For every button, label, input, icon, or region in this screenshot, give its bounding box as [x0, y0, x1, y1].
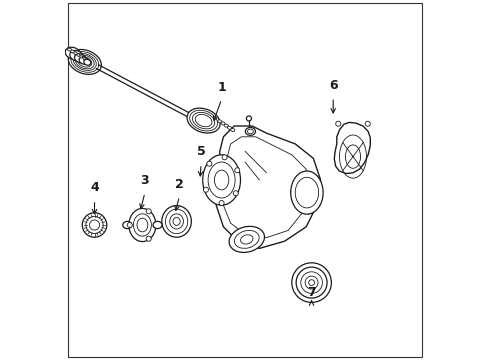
Ellipse shape — [227, 126, 232, 129]
Ellipse shape — [129, 208, 156, 242]
Ellipse shape — [77, 54, 80, 56]
Circle shape — [246, 116, 251, 121]
Ellipse shape — [84, 59, 91, 65]
Circle shape — [235, 168, 240, 173]
Ellipse shape — [70, 50, 83, 61]
Ellipse shape — [291, 171, 323, 214]
Ellipse shape — [153, 221, 162, 229]
Circle shape — [292, 263, 331, 302]
Text: 7: 7 — [307, 286, 316, 299]
Circle shape — [146, 236, 151, 241]
Circle shape — [233, 191, 238, 196]
Circle shape — [127, 222, 132, 228]
Polygon shape — [334, 122, 370, 174]
Text: 2: 2 — [175, 178, 184, 191]
Ellipse shape — [162, 206, 192, 237]
Ellipse shape — [245, 127, 255, 135]
Text: 5: 5 — [196, 145, 205, 158]
Polygon shape — [216, 126, 320, 248]
Circle shape — [82, 213, 107, 237]
Circle shape — [336, 121, 341, 126]
Ellipse shape — [218, 120, 222, 123]
Circle shape — [207, 161, 212, 166]
Text: 4: 4 — [90, 181, 99, 194]
Circle shape — [365, 121, 370, 126]
Ellipse shape — [83, 58, 85, 60]
Ellipse shape — [65, 47, 81, 59]
Ellipse shape — [231, 129, 235, 131]
Circle shape — [146, 209, 151, 214]
Ellipse shape — [229, 226, 265, 252]
Circle shape — [219, 201, 224, 206]
Text: 1: 1 — [217, 81, 226, 94]
Ellipse shape — [221, 122, 225, 125]
Text: 3: 3 — [141, 174, 149, 187]
Ellipse shape — [203, 155, 241, 205]
Text: 6: 6 — [329, 79, 338, 92]
Ellipse shape — [224, 124, 228, 127]
Ellipse shape — [79, 57, 88, 64]
Ellipse shape — [74, 52, 77, 55]
Ellipse shape — [71, 50, 74, 53]
Ellipse shape — [68, 49, 101, 75]
Ellipse shape — [80, 56, 83, 58]
Circle shape — [222, 155, 227, 160]
Ellipse shape — [187, 108, 220, 133]
Circle shape — [203, 187, 208, 192]
Ellipse shape — [123, 221, 132, 229]
Ellipse shape — [68, 48, 72, 51]
Ellipse shape — [74, 54, 86, 63]
